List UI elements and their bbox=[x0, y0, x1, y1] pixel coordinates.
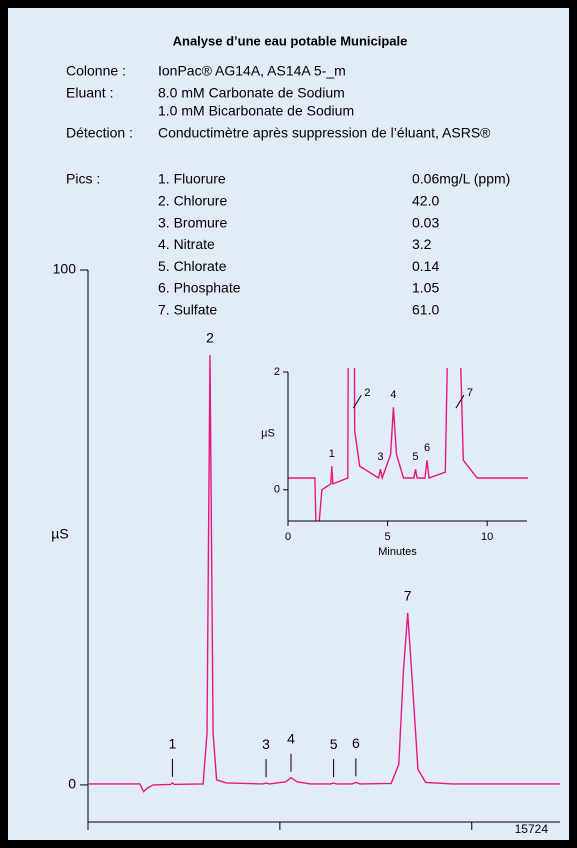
x-tick-label: 10 bbox=[481, 531, 493, 543]
peak-concentration: 0.06mg/L (ppm) bbox=[412, 171, 510, 187]
peak-label: 3 bbox=[262, 736, 270, 752]
peak-concentration: 1.05 bbox=[412, 280, 439, 296]
peak-label: 7 bbox=[467, 387, 473, 399]
inset-plot bbox=[288, 368, 528, 521]
y-axis-label: µS bbox=[51, 526, 68, 542]
x-tick-label: 0 bbox=[285, 531, 291, 543]
peak-name: 7. Sulfate bbox=[158, 302, 217, 318]
peak-label: 3 bbox=[377, 451, 383, 463]
condition-label: Colonne : bbox=[66, 63, 126, 79]
peak-label: 6 bbox=[352, 735, 360, 751]
peak-label: 4 bbox=[287, 730, 295, 746]
peak-label: 2 bbox=[364, 387, 370, 399]
peak-name: 3. Bromure bbox=[158, 214, 227, 230]
peak-name: 4. Nitrate bbox=[158, 236, 215, 252]
peak-concentration: 3.2 bbox=[412, 236, 432, 252]
condition-value: Conductimètre après suppression de l’élu… bbox=[158, 125, 491, 141]
peak-label: 4 bbox=[390, 389, 396, 401]
peak-concentration: 0.03 bbox=[412, 214, 439, 230]
peak-label: 5 bbox=[412, 451, 418, 463]
peak-name: 6. Phosphate bbox=[158, 280, 241, 296]
peak-label: 1 bbox=[169, 736, 177, 752]
peak-marker bbox=[352, 394, 362, 409]
peak-label: 1 bbox=[329, 448, 335, 460]
condition-value: IonPac® AG14A, AS14A 5-_m bbox=[158, 63, 346, 79]
peak-label: 6 bbox=[424, 442, 430, 454]
peak-name: 1. Fluorure bbox=[158, 171, 226, 187]
x-tick-label: 5 bbox=[385, 531, 391, 543]
x-axis-label: Minutes bbox=[378, 546, 417, 558]
condition-label: Détection : bbox=[66, 125, 133, 141]
condition-label: Eluant : bbox=[66, 85, 113, 101]
trace bbox=[88, 354, 560, 793]
peak-concentration: 42.0 bbox=[412, 193, 439, 209]
title: Analyse d’une eau potable Municipale bbox=[173, 33, 408, 48]
y-tick-label: 100 bbox=[53, 261, 77, 277]
peak-concentration: 61.0 bbox=[412, 302, 439, 318]
y-tick-label: 0 bbox=[68, 776, 76, 792]
peak-label: 7 bbox=[404, 588, 412, 604]
y-tick-label: 2 bbox=[274, 366, 280, 378]
peak-marker bbox=[455, 394, 465, 409]
y-tick-label: 0 bbox=[274, 484, 280, 496]
peaks-label: Pics : bbox=[66, 171, 100, 187]
figure-number: 15724 bbox=[515, 822, 549, 836]
peak-name: 5. Chlorate bbox=[158, 258, 227, 274]
condition-value: 8.0 mM Carbonate de Sodium bbox=[158, 85, 345, 101]
peak-label: 2 bbox=[206, 330, 214, 346]
peak-label: 5 bbox=[330, 736, 338, 752]
y-axis-label: µS bbox=[261, 428, 275, 440]
peak-concentration: 0.14 bbox=[412, 258, 439, 274]
peak-name: 2. Chlorure bbox=[158, 193, 227, 209]
trace bbox=[288, 368, 528, 521]
condition-value: 1.0 mM Bicarbonate de Sodium bbox=[158, 103, 354, 119]
